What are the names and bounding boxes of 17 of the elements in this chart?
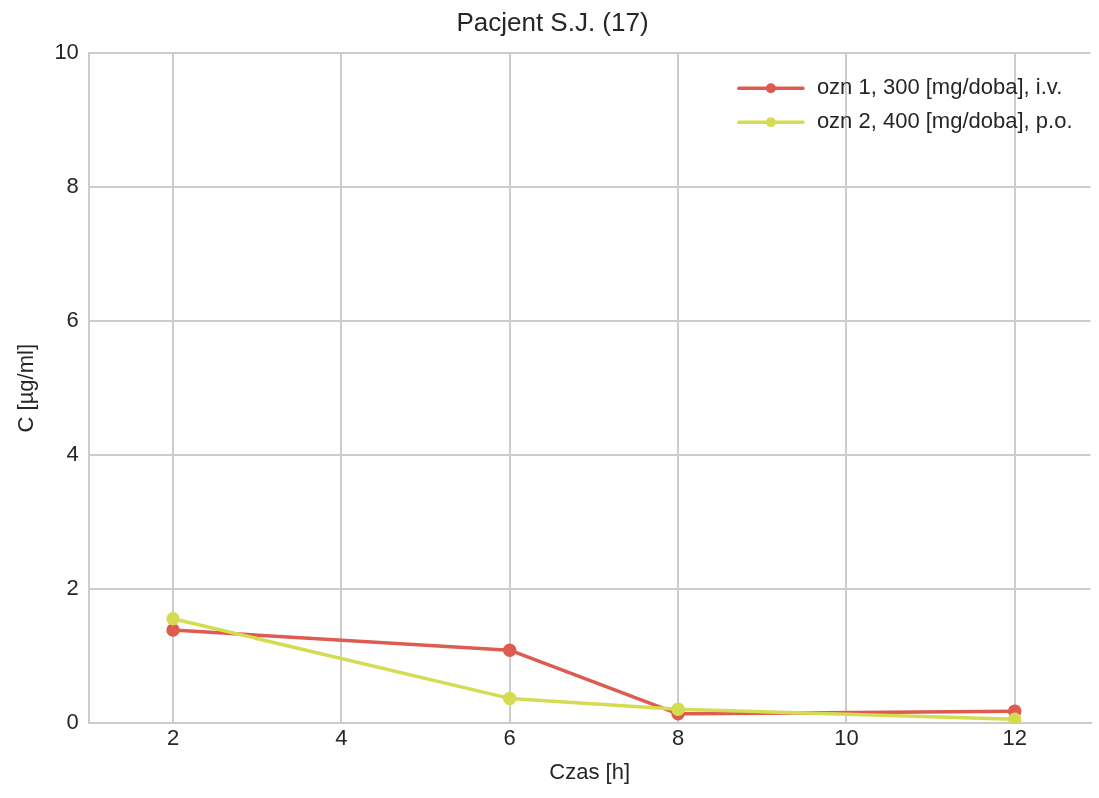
x-tick-label: 2	[166, 725, 180, 751]
x-tick-label: 6	[503, 725, 516, 751]
y-tick-label: 0	[66, 709, 79, 735]
x-tick-label: 4	[335, 725, 348, 751]
y-axis-title: C [µg/ml]	[13, 343, 39, 433]
legend-label: ozn 2, 400 [mg/doba], p.o.	[816, 108, 1073, 134]
y-tick-label: 4	[66, 441, 79, 467]
chart-title: Pacjent S.J. (17)	[456, 6, 649, 37]
y-tick-label: 8	[66, 173, 79, 199]
x-axis-title: Czas [h]	[549, 758, 631, 784]
legend-label: ozn 1, 300 [mg/doba], i.v.	[816, 74, 1063, 100]
x-tick-label: 12	[1002, 725, 1027, 751]
x-tick-label: 8	[671, 725, 685, 751]
y-tick-label: 6	[66, 307, 79, 333]
x-tick-label: 10	[834, 725, 859, 751]
y-tick-label: 10	[54, 39, 79, 65]
y-tick-label: 2	[66, 575, 79, 601]
